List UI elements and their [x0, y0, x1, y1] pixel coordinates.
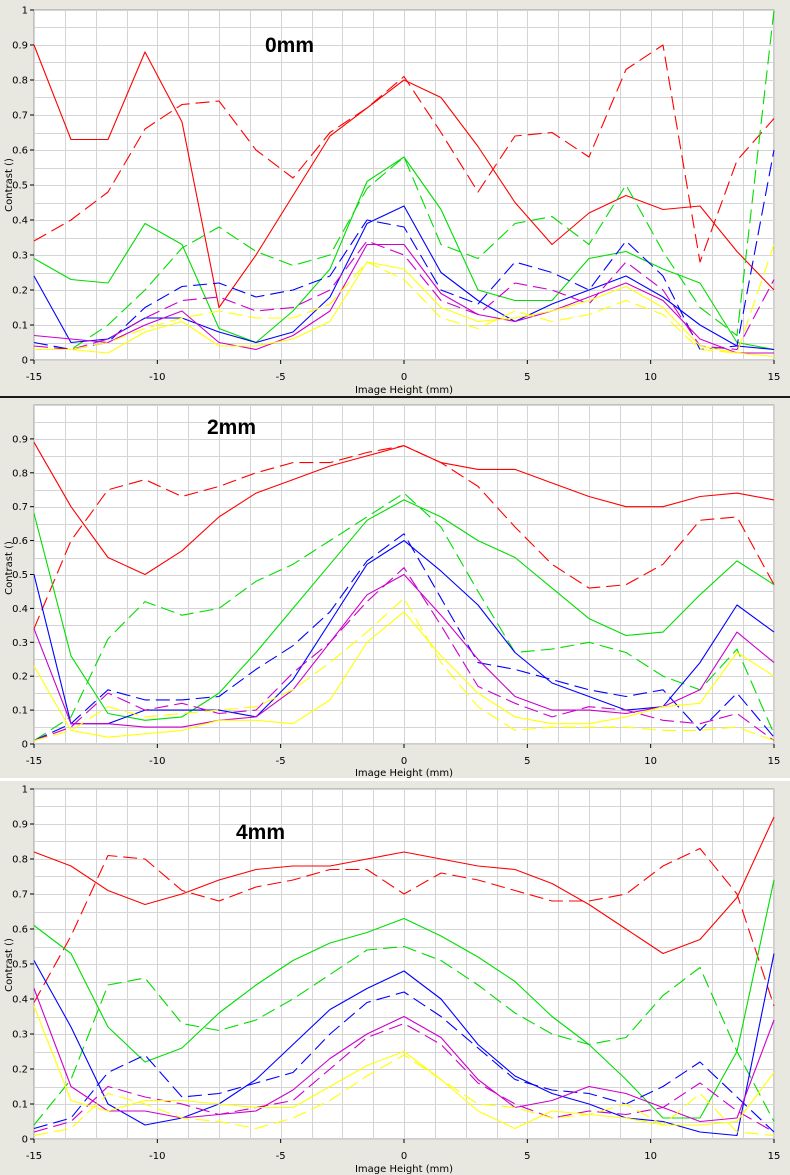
x-tick-label: 0	[401, 756, 407, 767]
series-line-9	[34, 244, 775, 354]
series-line-6	[33, 988, 775, 1123]
series-line-1	[33, 847, 775, 1007]
x-tick-label: -15	[26, 1151, 42, 1162]
x-axis-label: Image Height (mm)	[355, 768, 453, 778]
y-axis-label: Contrast ()	[4, 938, 15, 992]
y-tick-label: 0.1	[12, 706, 28, 717]
series-line-7	[33, 240, 775, 351]
y-tick-label: 0.4	[12, 995, 28, 1006]
series-line-8	[34, 261, 775, 358]
x-tick-label: 5	[524, 1151, 530, 1162]
y-tick-label: 0.3	[12, 1030, 28, 1041]
y-tick-label: 0.8	[12, 76, 28, 87]
x-tick-label: 15	[768, 756, 781, 767]
x-tick-label: -10	[149, 756, 165, 767]
series-line-0	[33, 44, 775, 309]
x-tick-label: -15	[26, 372, 42, 383]
series-line-8	[33, 1005, 775, 1130]
series-line-4	[33, 205, 775, 351]
y-tick-label: 0.9	[12, 434, 28, 445]
x-axis-label: Image Height (mm)	[355, 1164, 453, 1175]
y-tick-label: 0.6	[12, 925, 28, 936]
y-tick-label: 0.2	[12, 286, 28, 297]
series-line-2	[33, 879, 775, 1119]
x-tick-label: 10	[644, 372, 657, 383]
x-tick-label: 5	[524, 372, 530, 383]
series-line-7	[33, 1022, 775, 1133]
x-tick-label: 15	[768, 372, 781, 383]
y-tick-label: 0.7	[12, 111, 28, 122]
series-line-4	[33, 953, 775, 1137]
x-tick-label: -15	[26, 756, 42, 767]
series-line-0	[33, 816, 775, 955]
panel-divider	[0, 396, 790, 398]
y-tick-label: 1	[22, 6, 28, 17]
x-tick-label: -5	[276, 1151, 286, 1162]
series-line-1	[33, 445, 775, 629]
series-line-5	[33, 149, 775, 351]
series-line-7	[33, 567, 775, 742]
series-line-2	[33, 156, 775, 351]
y-axis-label: Contrast ()	[4, 541, 15, 595]
x-tick-label: -5	[276, 372, 286, 383]
series-line-9	[33, 1054, 775, 1137]
y-tick-label: 0.3	[12, 638, 28, 649]
y-tick-label: 0.2	[12, 672, 28, 683]
y-tick-label: 0.9	[12, 41, 28, 52]
series-line-4	[33, 540, 775, 725]
panel-divider	[0, 778, 790, 781]
x-tick-label: 10	[644, 1151, 657, 1162]
y-tick-label: 0.5	[12, 181, 28, 192]
chart-panel-4mm: 0 0.1 0.2 0.3 0.4 0.5 0.6 0.7 0.8 0.9 1 -15 -10 -5 0 5 1…	[0, 781, 790, 1175]
chart-title: 0mm	[265, 34, 314, 57]
y-tick-label: 0.8	[12, 468, 28, 479]
line-chart-4mm: 0 0.1 0.2 0.3 0.4 0.5 0.6 0.7 0.8 0.9 1 -15 -10 -5 0 5 1…	[4, 785, 781, 1175]
x-tick-label: 10	[644, 756, 657, 767]
y-tick-label: 0	[22, 1135, 28, 1146]
y-tick-label: 0.1	[12, 321, 28, 332]
chart-panel-0mm: 0 0.1 0.2 0.3 0.4 0.5 0.6 0.7 0.8 0.9 1 -15 -10 -5 0 5 1…	[0, 0, 790, 396]
y-tick-label: 0	[22, 356, 28, 367]
y-tick-label: 0.6	[12, 536, 28, 547]
y-axis-label: Contrast ()	[4, 158, 15, 212]
x-tick-label: 0	[401, 372, 407, 383]
series-line-5	[33, 533, 775, 742]
series-line-3	[34, 9, 775, 351]
series-line-6	[33, 243, 774, 354]
y-tick-label: 0.4	[12, 604, 28, 615]
line-chart-2mm: 0 0.1 0.2 0.3 0.4 0.5 0.6 0.7 0.8 0.9 -15 -10 -5 0 5 10…	[4, 404, 781, 778]
y-tick-label: 0.2	[12, 1065, 28, 1076]
chart-title: 4mm	[236, 821, 285, 844]
y-tick-label: 0.9	[12, 820, 28, 831]
y-tick-label: 1	[22, 785, 28, 796]
x-axis-label: Image Height (mm)	[355, 385, 453, 396]
series-line-1	[33, 44, 775, 263]
y-tick-label: 0.1	[12, 1100, 28, 1111]
y-tick-label: 0.8	[12, 855, 28, 866]
x-tick-label: 15	[768, 1151, 781, 1162]
y-tick-label: 0	[22, 740, 28, 751]
y-tick-label: 0.7	[12, 890, 28, 901]
y-tick-label: 0.3	[12, 251, 28, 262]
series-line-2	[33, 499, 775, 721]
y-tick-label: 0.5	[12, 570, 28, 581]
line-chart-0mm: 0 0.1 0.2 0.3 0.4 0.5 0.6 0.7 0.8 0.9 1 -15 -10 -5 0 5 1…	[4, 6, 781, 397]
chart-title: 2mm	[207, 416, 256, 439]
y-tick-label: 0.6	[12, 146, 28, 157]
series-line-3	[33, 945, 775, 1126]
x-tick-label: -10	[149, 1151, 165, 1162]
series-line-6	[33, 573, 775, 728]
x-tick-label: 0	[401, 1151, 407, 1162]
series-line-5	[33, 991, 775, 1133]
y-tick-label: 0.4	[12, 216, 28, 227]
series-line-8	[33, 611, 775, 738]
x-tick-label: 5	[524, 756, 530, 767]
y-tick-label: 0.5	[12, 960, 28, 971]
y-tick-label: 0.7	[12, 502, 28, 513]
series-line-9	[33, 597, 775, 742]
x-tick-label: -10	[149, 372, 165, 383]
chart-panel-2mm: 0 0.1 0.2 0.3 0.4 0.5 0.6 0.7 0.8 0.9 -15 -10 -5 0 5 10…	[0, 398, 790, 778]
x-tick-label: -5	[276, 756, 286, 767]
